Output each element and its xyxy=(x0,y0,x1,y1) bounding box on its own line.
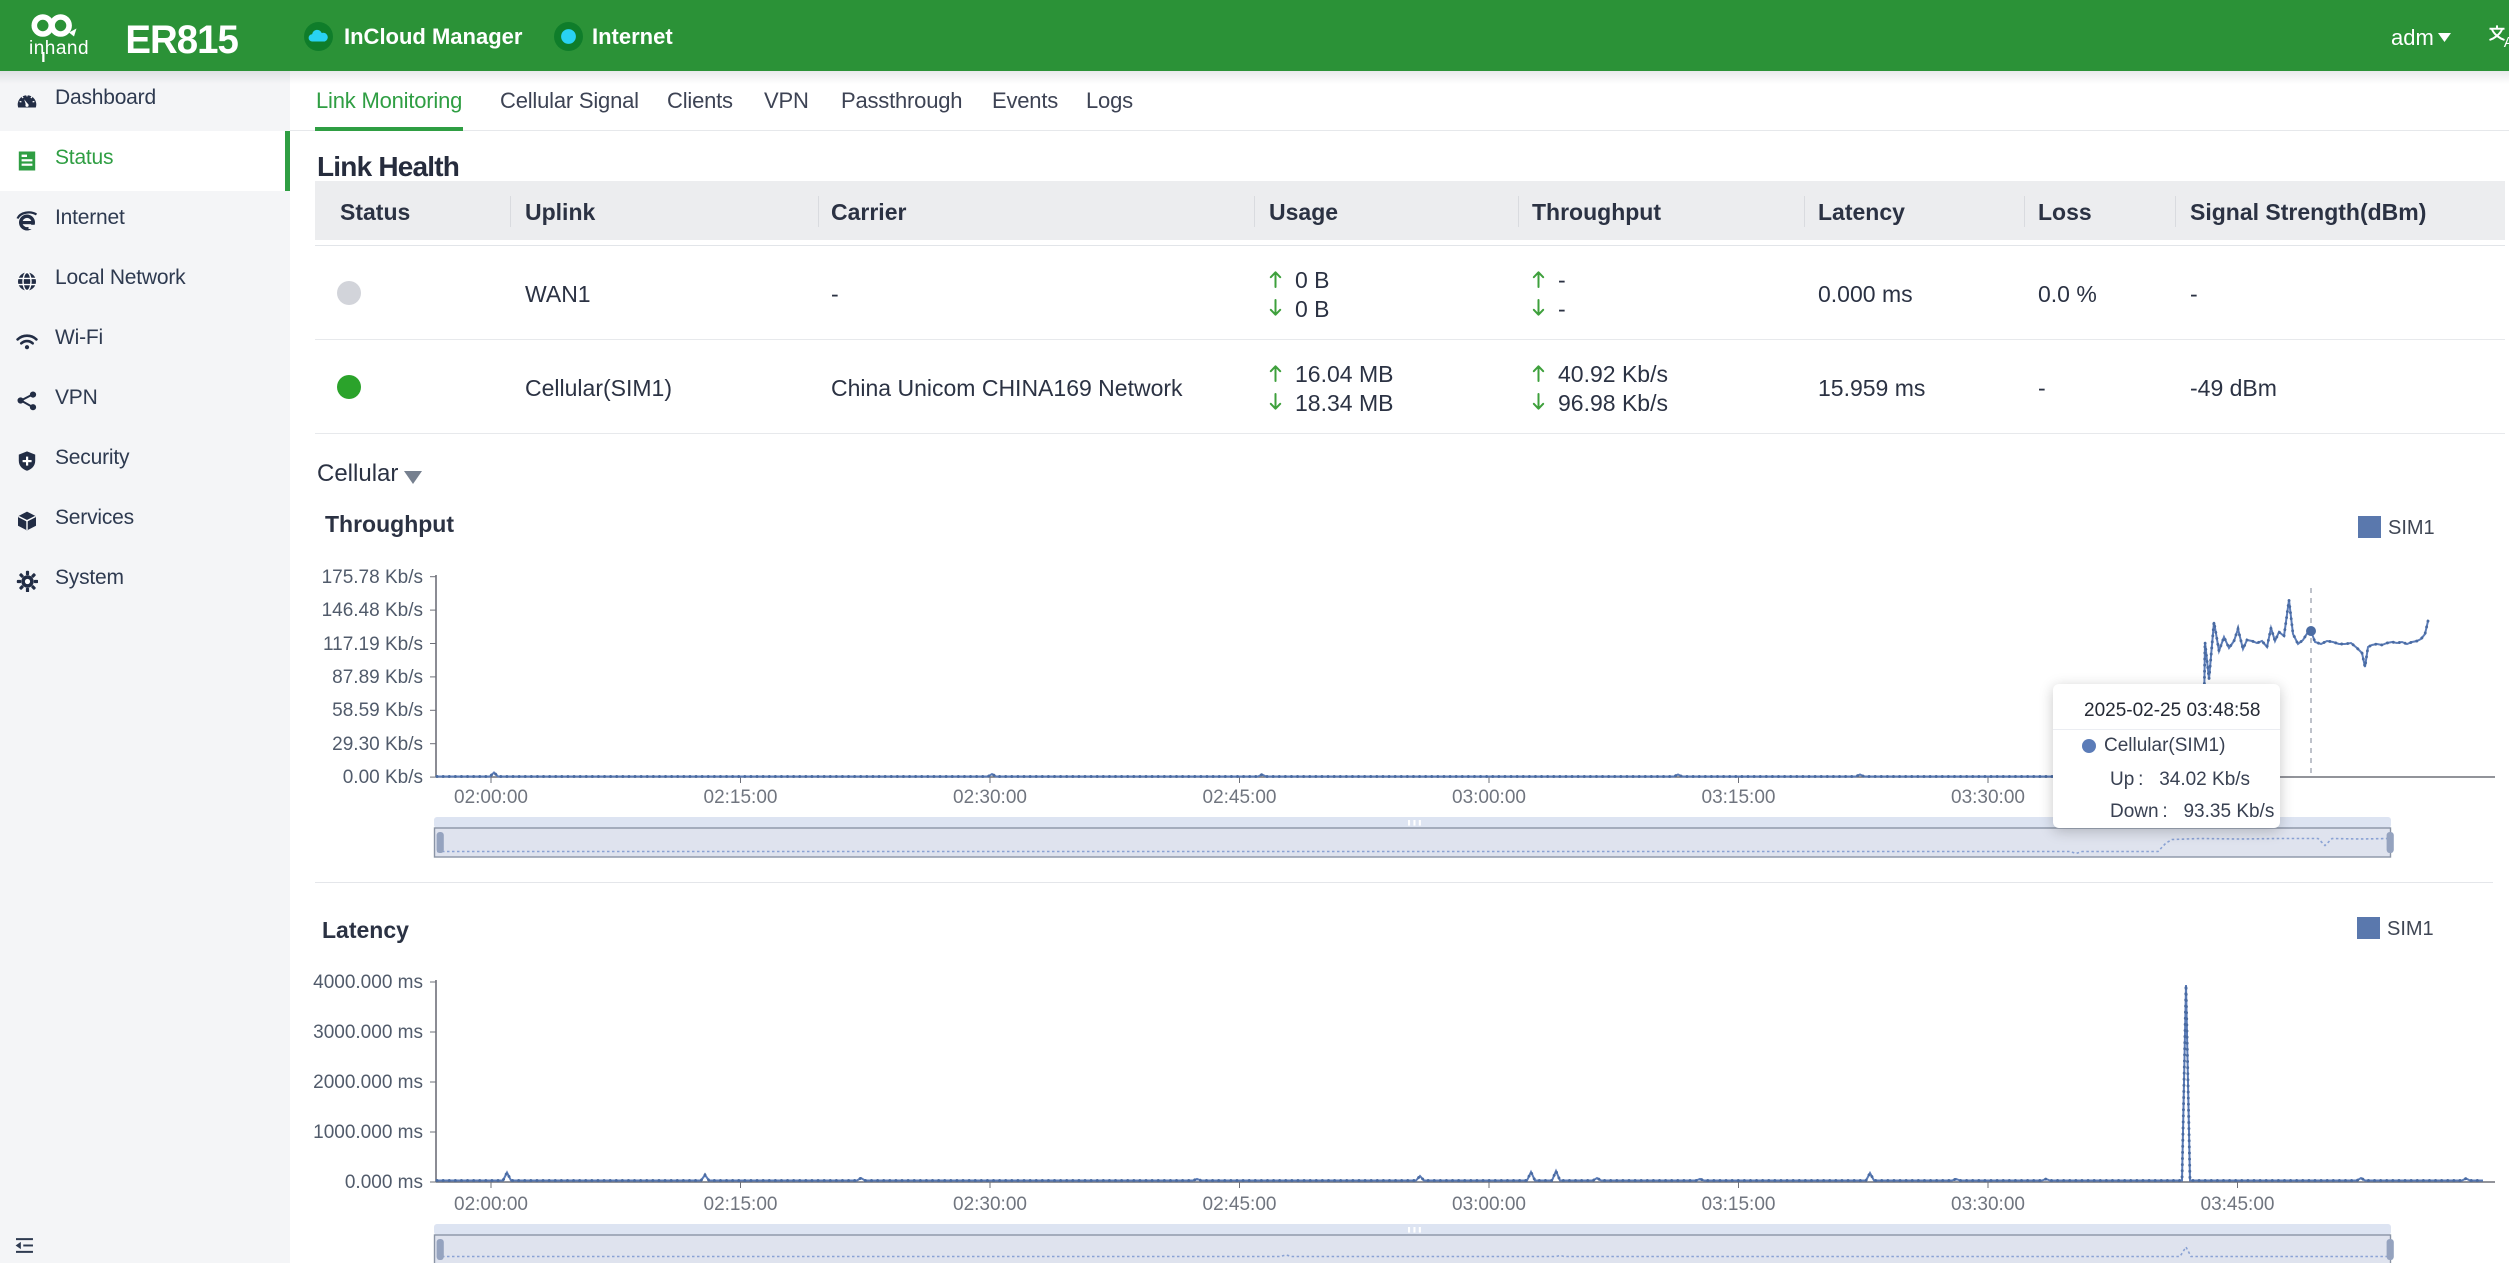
svg-text:02:45:00: 02:45:00 xyxy=(1203,787,1277,808)
svg-text:03:30:00: 03:30:00 xyxy=(1951,1194,2025,1215)
svg-text:02:15:00: 02:15:00 xyxy=(704,787,778,808)
svg-text:03:00:00: 03:00:00 xyxy=(1452,1194,1526,1215)
svg-text:0.00 Kb/s: 0.00 Kb/s xyxy=(343,767,423,788)
svg-text:02:00:00: 02:00:00 xyxy=(454,1194,528,1215)
svg-text:02:45:00: 02:45:00 xyxy=(1203,1194,1277,1215)
svg-text:03:00:00: 03:00:00 xyxy=(1452,787,1526,808)
svg-text:03:15:00: 03:15:00 xyxy=(1702,1194,1776,1215)
svg-text:29.30 Kb/s: 29.30 Kb/s xyxy=(332,734,423,755)
svg-text:02:30:00: 02:30:00 xyxy=(953,1194,1027,1215)
svg-text:inhand: inhand xyxy=(29,38,89,59)
svg-text:1000.000 ms: 1000.000 ms xyxy=(313,1122,423,1143)
svg-text:02:00:00: 02:00:00 xyxy=(454,787,528,808)
svg-text:02:15:00: 02:15:00 xyxy=(704,1194,778,1215)
svg-text:ER815: ER815 xyxy=(125,18,238,62)
svg-text:58.59 Kb/s: 58.59 Kb/s xyxy=(332,700,423,721)
svg-text:87.89 Kb/s: 87.89 Kb/s xyxy=(332,667,423,688)
svg-text:0.000 ms: 0.000 ms xyxy=(345,1172,423,1193)
svg-text:A: A xyxy=(2504,34,2509,51)
svg-text:4000.000 ms: 4000.000 ms xyxy=(313,972,423,993)
svg-text:2000.000 ms: 2000.000 ms xyxy=(313,1072,423,1093)
svg-text:117.19 Kb/s: 117.19 Kb/s xyxy=(323,634,423,655)
svg-text:02:30:00: 02:30:00 xyxy=(953,787,1027,808)
svg-text:03:15:00: 03:15:00 xyxy=(1702,787,1776,808)
svg-text:03:30:00: 03:30:00 xyxy=(1951,787,2025,808)
svg-text:146.48 Kb/s: 146.48 Kb/s xyxy=(322,600,423,621)
svg-text:175.78 Kb/s: 175.78 Kb/s xyxy=(322,567,423,588)
svg-text:3000.000 ms: 3000.000 ms xyxy=(313,1022,423,1043)
svg-text:03:45:00: 03:45:00 xyxy=(2201,1194,2275,1215)
